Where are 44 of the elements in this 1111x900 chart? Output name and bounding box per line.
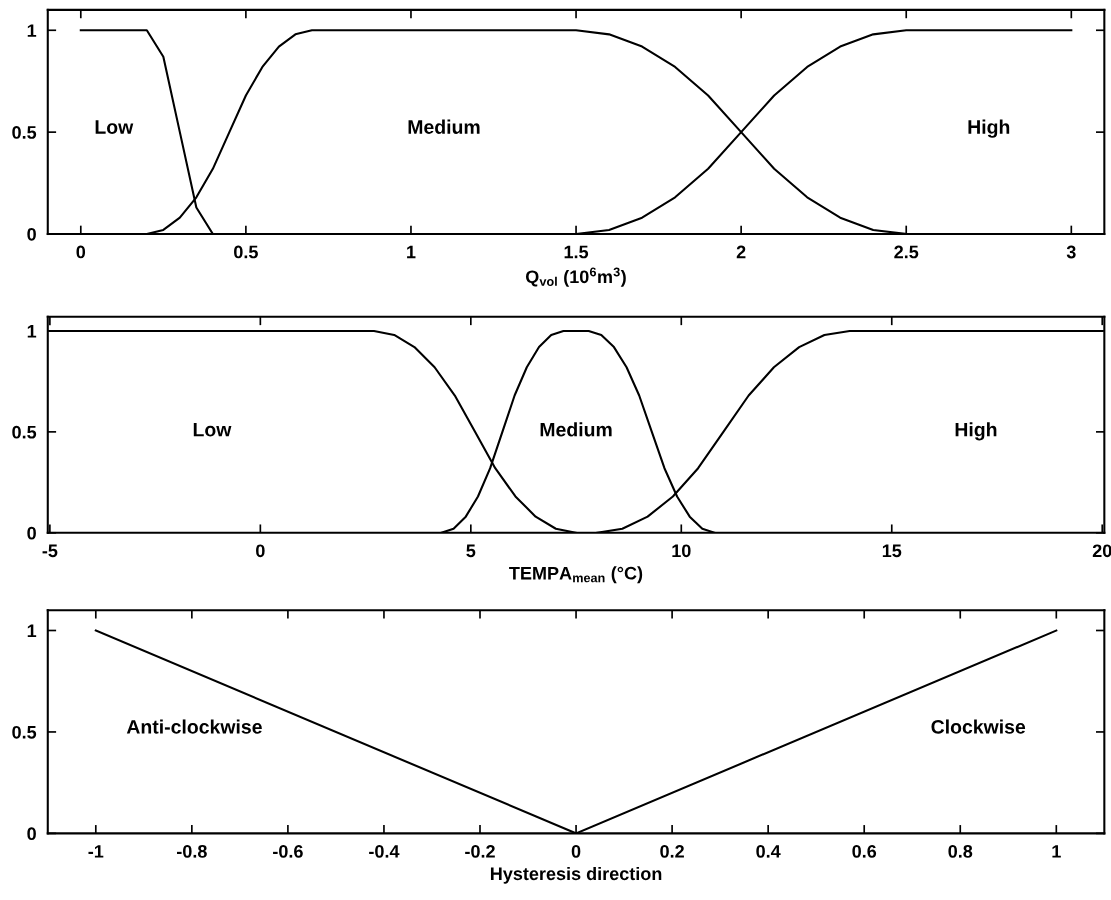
x-tick-label: -1 bbox=[88, 845, 104, 858]
x-tick-label: 0.4 bbox=[756, 844, 781, 858]
x-tick-label: 1 bbox=[407, 245, 416, 259]
x-tick-label: 10 bbox=[672, 544, 691, 558]
x-tick-label: -5 bbox=[42, 544, 58, 558]
x-tick-label: -0.6 bbox=[273, 844, 303, 858]
x-tick-label: 2.5 bbox=[894, 245, 919, 259]
x-axis-title: TEMPA$_{mean}$ (°C) bbox=[509, 566, 643, 584]
x-tick-label: 0 bbox=[571, 844, 581, 858]
x-tick-label: 0 bbox=[256, 544, 265, 558]
y-tick-label: 0 bbox=[27, 827, 36, 841]
annotation: High bbox=[955, 422, 997, 441]
y-tick-label: 0.5 bbox=[12, 425, 37, 439]
annotation: Low bbox=[95, 120, 134, 134]
annotation: Clockwise bbox=[931, 719, 1026, 734]
x-tick-label: 0.5 bbox=[234, 245, 258, 259]
y-tick-label: 1 bbox=[27, 24, 37, 37]
x-tick-label: 2 bbox=[736, 245, 746, 259]
y-tick-label: 0 bbox=[27, 526, 36, 540]
annotation: Low bbox=[193, 422, 232, 437]
x-tick-label: 20 bbox=[1092, 544, 1111, 558]
x-tick-label: 5 bbox=[466, 544, 476, 558]
x-tick-label: 0.2 bbox=[660, 844, 684, 858]
annotation: Anti-clockwise bbox=[126, 719, 262, 734]
y-tick-label: 0.5 bbox=[12, 126, 37, 139]
annotation: High bbox=[968, 119, 1010, 138]
x-tick-label: 0 bbox=[76, 245, 86, 259]
x-axis-title: Q$_{vol}$ (10$^{6}$m$^{3}$) bbox=[525, 267, 626, 287]
y-tick-label: 1 bbox=[27, 624, 37, 638]
y-tick-label: 1 bbox=[27, 325, 37, 338]
annotation: Medium bbox=[408, 119, 480, 134]
x-tick-label: 0.6 bbox=[852, 844, 877, 858]
y-tick-label: 0 bbox=[27, 227, 36, 241]
x-tick-label: 15 bbox=[882, 544, 902, 558]
x-tick-label: 3 bbox=[1066, 245, 1076, 259]
x-axis-title: Hysteresis direction bbox=[490, 866, 662, 884]
y-tick-label: 0.5 bbox=[12, 725, 37, 739]
x-tick-label: -0.4 bbox=[369, 844, 400, 858]
x-tick-label: 0.8 bbox=[948, 844, 973, 858]
x-tick-label: 1.5 bbox=[564, 245, 589, 259]
x-tick-label: -0.8 bbox=[177, 844, 207, 858]
x-tick-label: -0.2 bbox=[465, 844, 495, 858]
x-tick-label: 1 bbox=[1052, 845, 1061, 858]
annotation: Medium bbox=[540, 422, 612, 437]
